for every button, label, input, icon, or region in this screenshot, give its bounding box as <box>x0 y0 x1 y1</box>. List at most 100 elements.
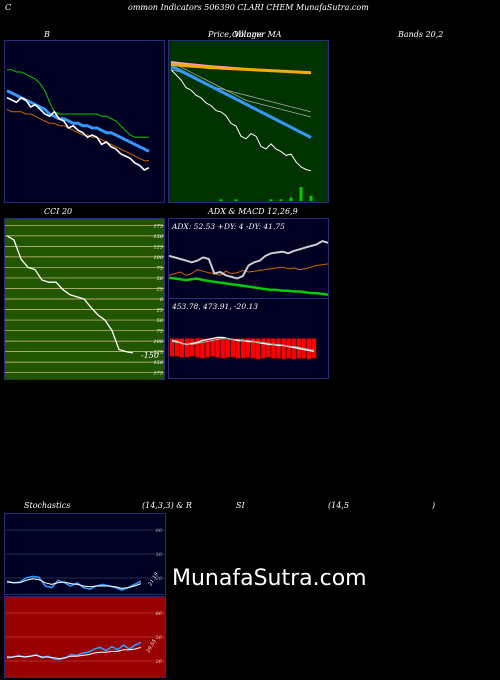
cci-tick-label: 75 <box>157 329 163 335</box>
volume-bar <box>279 199 283 202</box>
price-ma-panel <box>168 40 329 203</box>
volume-bar <box>269 199 273 202</box>
rsi-tick-label: 50 <box>156 635 163 641</box>
cci-panel: 175 150 125 100 75 50 25 0 25 50 75 100 125 150 175 -15… <box>4 218 165 380</box>
cci-tick-label: 125 <box>153 350 163 356</box>
price-title-b: Ollinger MA <box>232 30 282 39</box>
adx-series-2-line <box>169 240 328 280</box>
price-ma-chart <box>170 61 313 202</box>
cci-chart: 175 150 125 100 75 50 25 0 25 50 75 100 125 150 175 -15… <box>5 223 164 377</box>
cci-title: CCI 20 <box>44 207 73 216</box>
price_ma-series-5-line <box>170 69 312 172</box>
stoch-title-e: ) <box>432 501 436 510</box>
bollinger-series-1-line <box>6 89 150 153</box>
price_ma-series-2-line <box>170 62 312 118</box>
macd-histogram-bar <box>215 338 220 358</box>
macd-histogram-bar <box>291 338 296 360</box>
rsi-chart: 80 50 20 29.55 <box>5 611 165 665</box>
cci-series-0-line <box>6 235 134 354</box>
macd-histogram-bar <box>245 338 251 358</box>
macd-histogram-bar <box>271 338 276 359</box>
macd-histogram-bar <box>225 338 230 358</box>
macd-histogram-bar <box>220 338 225 359</box>
macd-histogram-bar <box>276 338 281 359</box>
stochastics-series-1-line <box>6 578 142 589</box>
stoch-title-a: Stochastics <box>24 501 71 510</box>
macd-histogram-bar <box>210 338 215 357</box>
macd-histogram-bar <box>195 338 200 358</box>
macd-series-1-line <box>171 338 315 351</box>
bands-title-right: Bands 20,2 <box>398 30 444 39</box>
macd-histogram-bar <box>281 338 286 360</box>
cci-tick-label: 175 <box>153 223 163 229</box>
macd-label: 453.78, 473.91, -20.13 <box>171 302 258 311</box>
bollinger-panel <box>4 40 165 203</box>
bollinger-series-0-line <box>7 69 149 138</box>
bollinger-series-3-line <box>6 96 150 171</box>
macd-histogram-bar <box>230 338 236 358</box>
cci-tick-label: 175 <box>153 371 163 377</box>
cci-tick-label: 125 <box>153 244 163 250</box>
macd-histogram-bar <box>190 338 195 357</box>
volume-bar <box>309 195 313 202</box>
macd-chart: 453.78, 473.91, -20.13 <box>169 302 317 360</box>
macd-histogram-bar <box>286 338 291 359</box>
cci-tick-label: 0 <box>160 297 164 303</box>
macd-histogram-bar <box>169 338 175 357</box>
volume-bar <box>289 197 293 201</box>
adx-panel: ADX: 52.53 +DY: 4 -DY: 41.75 <box>168 218 329 299</box>
adx-label: ADX: 52.53 +DY: 4 -DY: 41.75 <box>171 222 285 231</box>
price_ma-series-1-line <box>170 63 312 75</box>
macd-histogram-bar <box>205 338 210 358</box>
macd-histogram-bar <box>200 338 205 359</box>
cci-tick-label: 75 <box>157 265 163 271</box>
macd-histogram-bar <box>261 338 266 359</box>
macd-histogram-bar <box>185 338 190 358</box>
stoch-tick-label: 50 <box>156 552 163 558</box>
cci-tick-label: 25 <box>156 308 163 314</box>
rsi-series-1-line <box>7 646 142 660</box>
cci-tick-label: 50 <box>157 318 164 324</box>
bollinger-series-2-line <box>6 108 149 162</box>
stoch-title-c: SI <box>236 501 245 510</box>
stochastics-panel: 80 50 20 21.19 <box>4 513 166 595</box>
volume-bar <box>234 199 238 202</box>
stoch-title-d: (14,5 <box>328 501 349 510</box>
price_ma-series-4-line <box>170 65 312 139</box>
macd-histogram-bar <box>174 338 180 357</box>
bollinger-title: B <box>44 30 50 39</box>
macd-histogram-bar <box>311 338 317 359</box>
rsi-tick-label: 80 <box>156 611 163 617</box>
stoch-tick-label: 80 <box>156 528 163 534</box>
macd-panel: 453.78, 473.91, -20.13 <box>168 298 329 379</box>
rsi-tick-label: 20 <box>155 659 163 665</box>
cci-tick-label: 100 <box>153 339 163 345</box>
macd-histogram-bar <box>235 338 241 359</box>
rsi-panel: 80 50 20 29.55 <box>4 596 166 678</box>
macd-histogram-bar <box>240 338 246 359</box>
volume-bar <box>299 187 303 201</box>
macd-histogram-bar <box>179 338 185 358</box>
cci-tick-label: 150 <box>153 360 163 366</box>
stoch-tick-label: 20 <box>155 576 163 582</box>
adx-chart: ADX: 52.53 +DY: 4 -DY: 41.75 <box>169 222 328 297</box>
cci-tick-label: 25 <box>156 286 163 292</box>
stoch-title-b: (14,3,3) & R <box>142 501 192 510</box>
bollinger-chart <box>6 69 150 171</box>
adx-series-0-line <box>169 276 328 297</box>
macd-histogram-bar <box>306 338 312 360</box>
cci-tick-label: 50 <box>157 276 164 282</box>
adx-series-1-line <box>169 263 328 276</box>
cci-tick-label: 150 <box>153 234 163 240</box>
macd-histogram-bar <box>250 338 256 359</box>
cci-last-label: -150 <box>141 351 159 360</box>
macd-histogram-bar <box>266 338 271 358</box>
volume-bar <box>219 199 223 202</box>
macd-histogram-bar <box>256 338 261 360</box>
rsi-last-label: 29.55 <box>145 639 158 655</box>
header-left: C <box>5 3 12 12</box>
header-title: ommon Indicators 506390 CLARI CHEM Munaf… <box>128 3 369 12</box>
watermark: MunafaSutra.com <box>172 566 367 591</box>
price-title-a: Price, Volume <box>208 30 264 39</box>
